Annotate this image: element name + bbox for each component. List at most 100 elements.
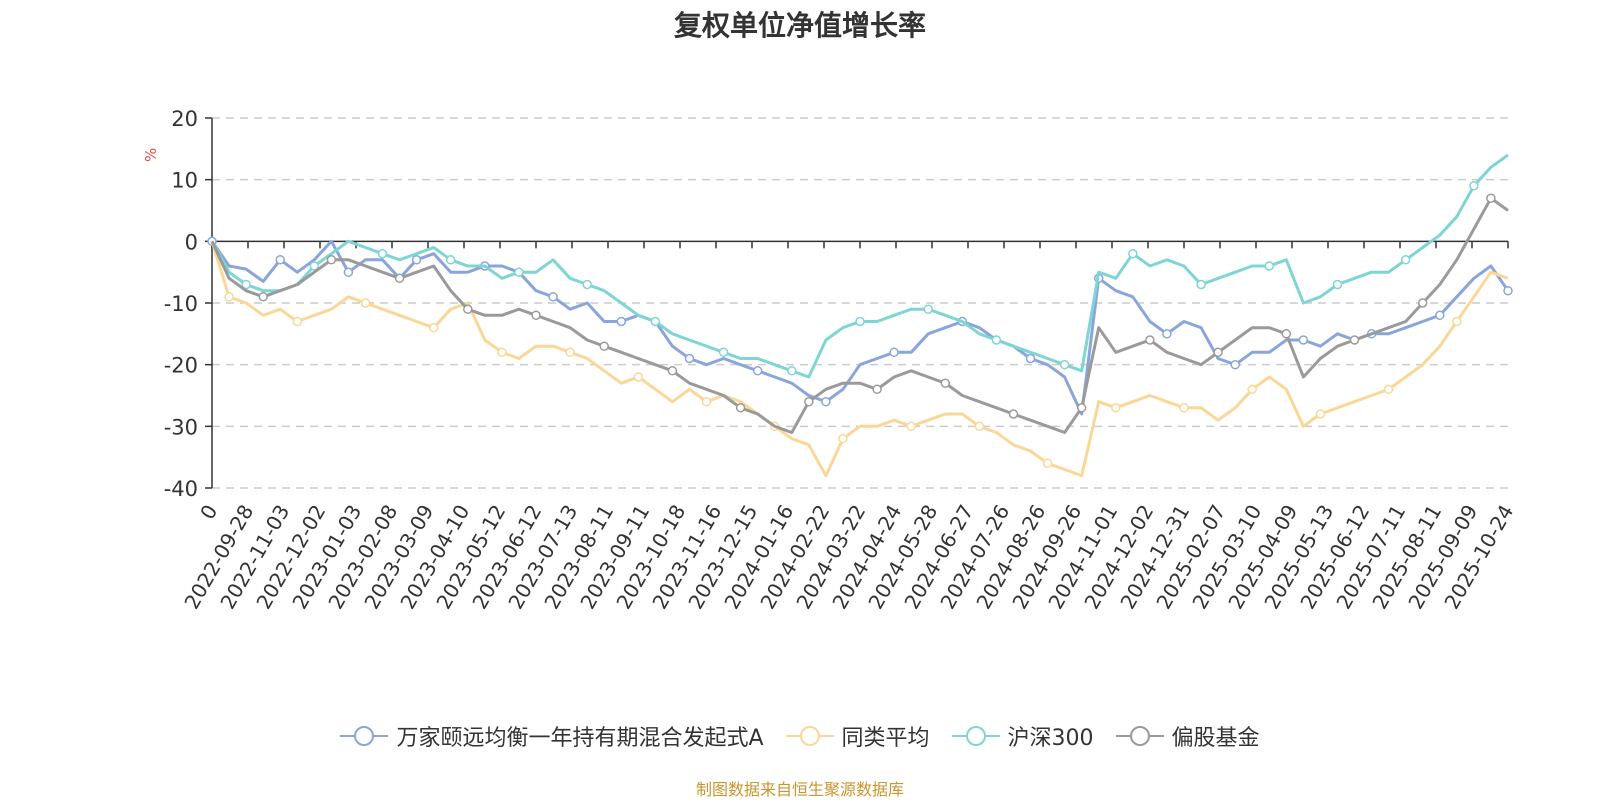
data-point [872,384,882,395]
data-point [463,304,473,314]
chart-title: 复权单位净值增长率 [673,9,926,42]
data-point [1486,193,1496,203]
data-point [1315,409,1326,419]
data-point [616,316,627,327]
data-point [445,255,456,265]
data-point [292,316,303,327]
data-point [1196,279,1206,290]
data-point [360,298,371,308]
data-point [1503,285,1513,296]
data-point [343,267,354,277]
data-point [906,421,916,432]
series-2 [210,153,1509,379]
data-point [1179,403,1189,413]
legend: 万家颐远均衡一年持有期混合发起式A 同类平均 沪深300 偏股基金 [0,720,1600,752]
legend-line-circle-icon [340,726,389,746]
grid-lines [212,117,1508,489]
legend-label: 沪深300 [1007,726,1094,751]
data-point [855,316,865,327]
data-point [1400,255,1411,265]
data-point [531,310,541,321]
data-point [701,396,712,407]
series-1 [210,240,1509,478]
data-point [1145,335,1155,345]
data-point [752,366,763,376]
data-point [821,396,831,407]
source-note: 制图数据来自恒生聚源数据库 [695,780,904,799]
data-point [326,255,337,265]
legend-line-circle-icon [951,726,1000,746]
y-tick-label: -30 [164,415,198,439]
series-lines [207,153,1513,478]
series-line [210,196,1509,434]
data-point [1162,329,1172,339]
data-point [991,335,1002,345]
series-0 [207,236,1513,416]
data-point [1469,181,1479,191]
data-point [1435,310,1445,321]
data-point [1042,458,1053,469]
legend-line-circle-icon [1115,726,1164,746]
data-point [1076,403,1087,413]
data-point [1281,329,1292,339]
data-point [940,378,951,388]
data-point [309,261,320,271]
data-point [633,372,644,382]
y-tick-label: 0 [185,230,198,254]
data-point [804,396,814,407]
data-point [1111,403,1121,413]
y-tick-label: -10 [164,292,198,316]
data-point [1452,316,1462,327]
legend-label: 偏股基金 [1171,726,1260,751]
y-tick-label: -20 [164,354,198,378]
legend-item-2[interactable]: 沪深300 [951,720,1094,752]
axes [205,117,1509,489]
data-point [377,248,388,259]
data-point [735,403,746,413]
data-point [923,304,933,314]
data-point [838,433,848,444]
data-point [275,255,285,265]
data-point [1247,384,1257,395]
y-tick-label: 20 [171,107,198,131]
y-axis-unit-label: % [142,148,160,162]
legend-item-1[interactable]: 同类平均 [785,720,930,752]
data-point [582,279,592,290]
data-point [1213,347,1223,358]
data-point [974,421,985,432]
series-line [210,239,1510,416]
data-point [548,292,558,302]
legend-label: 万家颐远均衡一年持有期混合发起式A [396,726,764,751]
data-point [1264,261,1275,271]
legend-line-circle-icon [785,726,834,746]
data-point [428,322,439,333]
data-point [1008,409,1019,419]
data-point [1383,384,1394,395]
data-point [1230,359,1240,370]
legend-item-0[interactable]: 万家颐远均衡一年持有期混合发起式A [340,720,764,752]
y-tick-label: 10 [171,169,198,193]
data-point [599,341,609,351]
data-point [1059,359,1070,370]
data-point [565,347,575,358]
y-tick-label: -40 [164,477,198,501]
data-point [241,279,251,290]
data-point [718,347,729,358]
data-point [224,292,234,302]
data-point [684,353,695,364]
data-point [1332,279,1343,290]
data-point [650,316,661,327]
legend-item-3[interactable]: 偏股基金 [1115,720,1260,752]
data-point [787,366,797,376]
series-3 [210,193,1509,434]
data-point [889,347,899,358]
data-point [497,347,507,358]
series-line [210,240,1509,478]
data-point [1349,335,1360,345]
data-point [1298,335,1309,345]
data-point [667,366,678,376]
data-point [1025,353,1036,364]
data-point [514,267,524,277]
legend-label: 同类平均 [841,726,930,751]
